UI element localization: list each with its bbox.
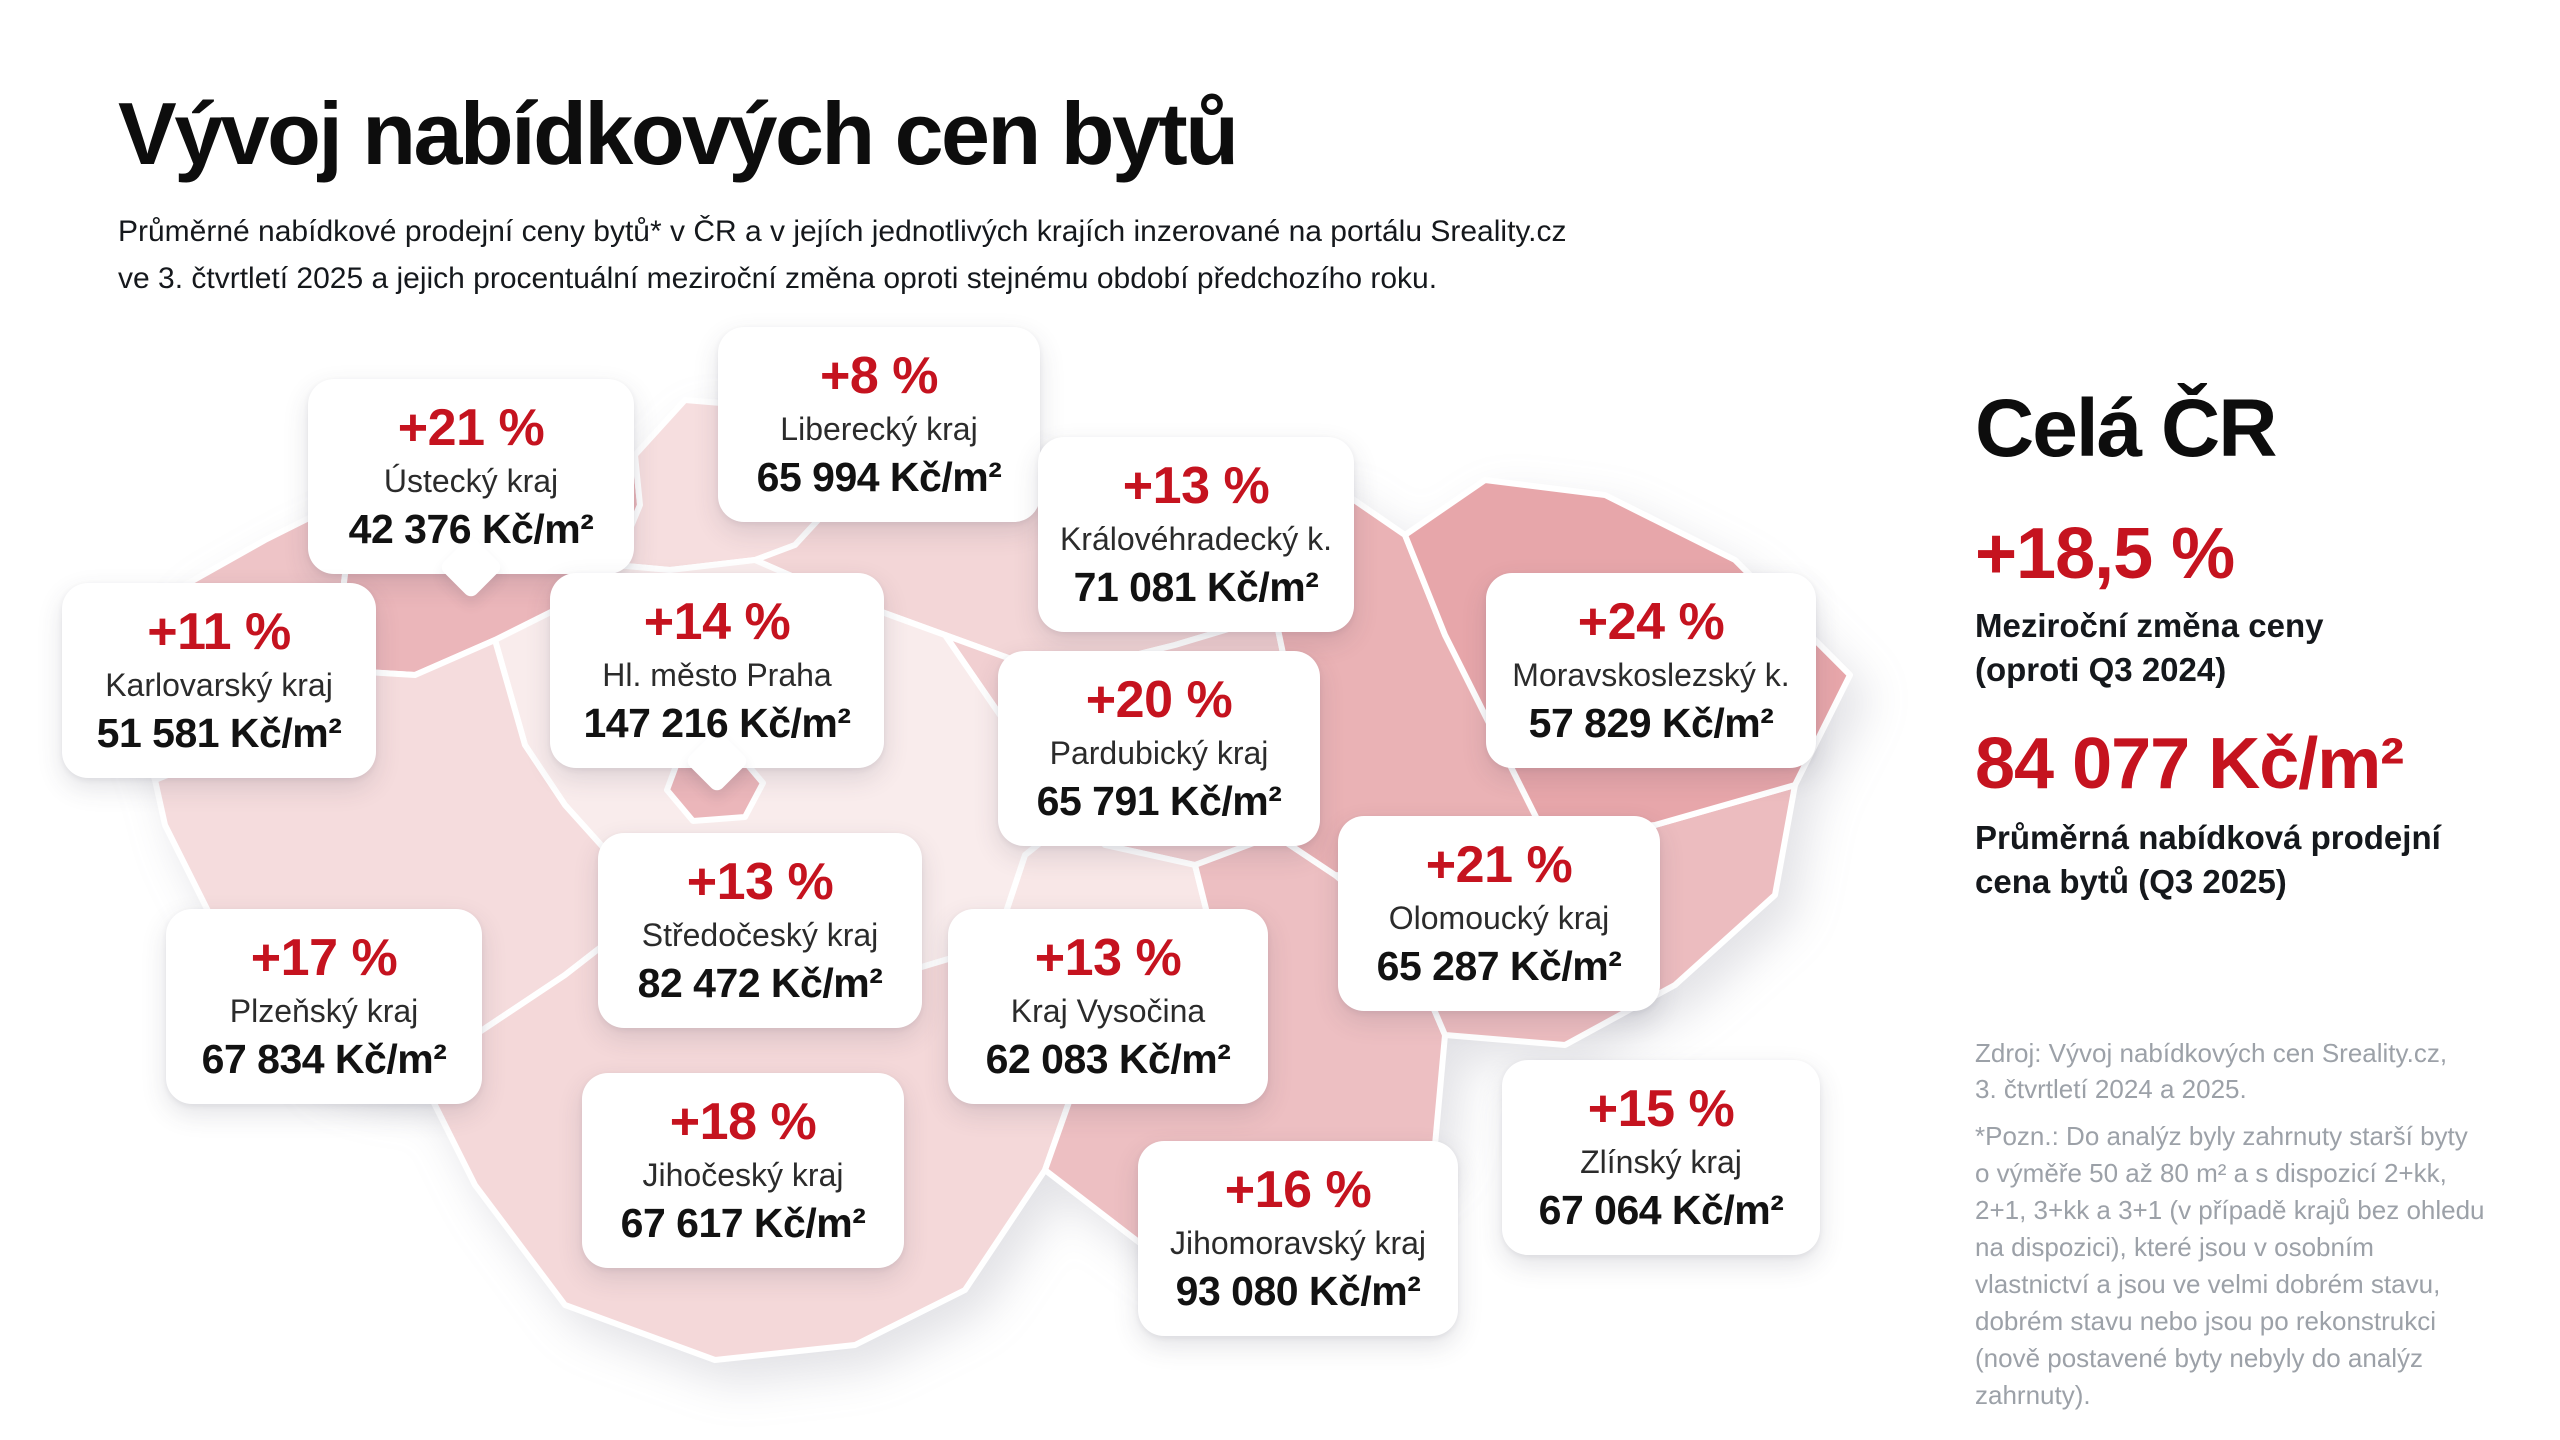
region-price: 147 216 Kč/m² [583,700,851,747]
region-price: 93 080 Kč/m² [1175,1268,1421,1315]
methodology-note: *Pozn.: Do analýz byly zahrnuty starší b… [1975,1121,2485,1410]
region-name: Zlínský kraj [1580,1144,1742,1181]
region-change-pct: +13 % [1122,457,1270,515]
region-card-pardubicky: +20 % Pardubický kraj 65 791 Kč/m² [998,651,1320,846]
region-change-pct: +13 % [1034,929,1182,987]
region-price: 67 834 Kč/m² [201,1036,447,1083]
region-name: Jihočeský kraj [642,1157,844,1194]
region-change-pct: +21 % [397,399,545,457]
region-card-vysocina: +13 % Kraj Vysočina 62 083 Kč/m² [948,909,1268,1104]
region-price: 51 581 Kč/m² [96,710,342,757]
summary-change-caption: Meziroční změna ceny (oproti Q3 2024) [1975,607,2324,688]
region-card-jihomoravsky: +16 % Jihomoravský kraj 93 080 Kč/m² [1138,1141,1458,1336]
region-change-pct: +16 % [1224,1161,1372,1219]
region-change-pct: +24 % [1577,593,1725,651]
region-price: 65 791 Kč/m² [1036,778,1282,825]
region-name: Moravskoslezský k. [1512,657,1790,694]
region-card-jihocesky: +18 % Jihočeský kraj 67 617 Kč/m² [582,1073,904,1268]
region-price: 82 472 Kč/m² [637,960,883,1007]
region-name: Středočeský kraj [641,917,879,954]
region-price: 65 994 Kč/m² [756,454,1002,501]
region-change-pct: +13 % [686,853,834,911]
summary-title: Celá ČR [1975,383,2277,474]
page-subtitle: Průměrné nabídkové prodejní ceny bytů* v… [118,215,1567,296]
summary-price: 84 077 Kč/m² [1975,724,2404,804]
region-change-pct: +18 % [669,1093,817,1151]
region-price: 71 081 Kč/m² [1073,564,1319,611]
region-name: Olomoucký kraj [1388,900,1610,937]
region-name: Hl. město Praha [602,657,832,694]
region-card-olomoucky: +21 % Olomoucký kraj 65 287 Kč/m² [1338,816,1660,1011]
region-name: Ústecký kraj [383,463,559,500]
region-price: 65 287 Kč/m² [1376,943,1622,990]
region-name: Královéhradecký k. [1059,521,1333,558]
region-price: 57 829 Kč/m² [1528,700,1774,747]
region-change-pct: +8 % [820,347,938,405]
region-card-ustecky: +21 % Ústecký kraj 42 376 Kč/m² [308,379,634,600]
region-card-stredocesky: +13 % Středočeský kraj 82 472 Kč/m² [598,833,922,1028]
region-card-zlinsky: +15 % Zlínský kraj 67 064 Kč/m² [1502,1060,1820,1255]
region-card-plzensky: +17 % Plzeňský kraj 67 834 Kč/m² [166,909,482,1104]
region-change-pct: +11 % [147,603,291,661]
region-price: 62 083 Kč/m² [985,1036,1231,1083]
region-name: Karlovarský kraj [105,667,333,704]
region-name: Liberecký kraj [780,411,978,448]
region-card-karlovarsky: +11 % Karlovarský kraj 51 581 Kč/m² [62,583,376,778]
region-price: 67 064 Kč/m² [1538,1187,1784,1234]
region-card-kralovehradecky: +13 % Královéhradecký k. 71 081 Kč/m² [1038,437,1354,632]
region-change-pct: +14 % [643,593,791,651]
region-name: Pardubický kraj [1049,735,1269,772]
source-note: Zdroj: Vývoj nabídkových cen Sreality.cz… [1975,1038,2448,1104]
summary-price-caption: Průměrná nabídková prodejní cena bytů (Q… [1975,819,2441,900]
region-card-praha: +14 % Hl. město Praha 147 216 Kč/m² [550,573,884,794]
region-name: Plzeňský kraj [229,993,419,1030]
region-price: 42 376 Kč/m² [348,506,594,553]
summary-change-pct: +18,5 % [1975,514,2235,594]
region-price: 67 617 Kč/m² [620,1200,866,1247]
region-name: Jihomoravský kraj [1169,1225,1427,1262]
region-change-pct: +20 % [1085,671,1233,729]
region-name: Kraj Vysočina [1010,993,1206,1030]
page-title: Vývoj nabídkových cen bytů [118,84,1239,183]
region-change-pct: +15 % [1587,1080,1735,1138]
region-card-liberecky: +8 % Liberecký kraj 65 994 Kč/m² [718,327,1040,522]
region-card-moravskoslezsky: +24 % Moravskoslezský k. 57 829 Kč/m² [1486,573,1816,768]
region-change-pct: +17 % [250,929,398,987]
region-change-pct: +21 % [1425,836,1573,894]
